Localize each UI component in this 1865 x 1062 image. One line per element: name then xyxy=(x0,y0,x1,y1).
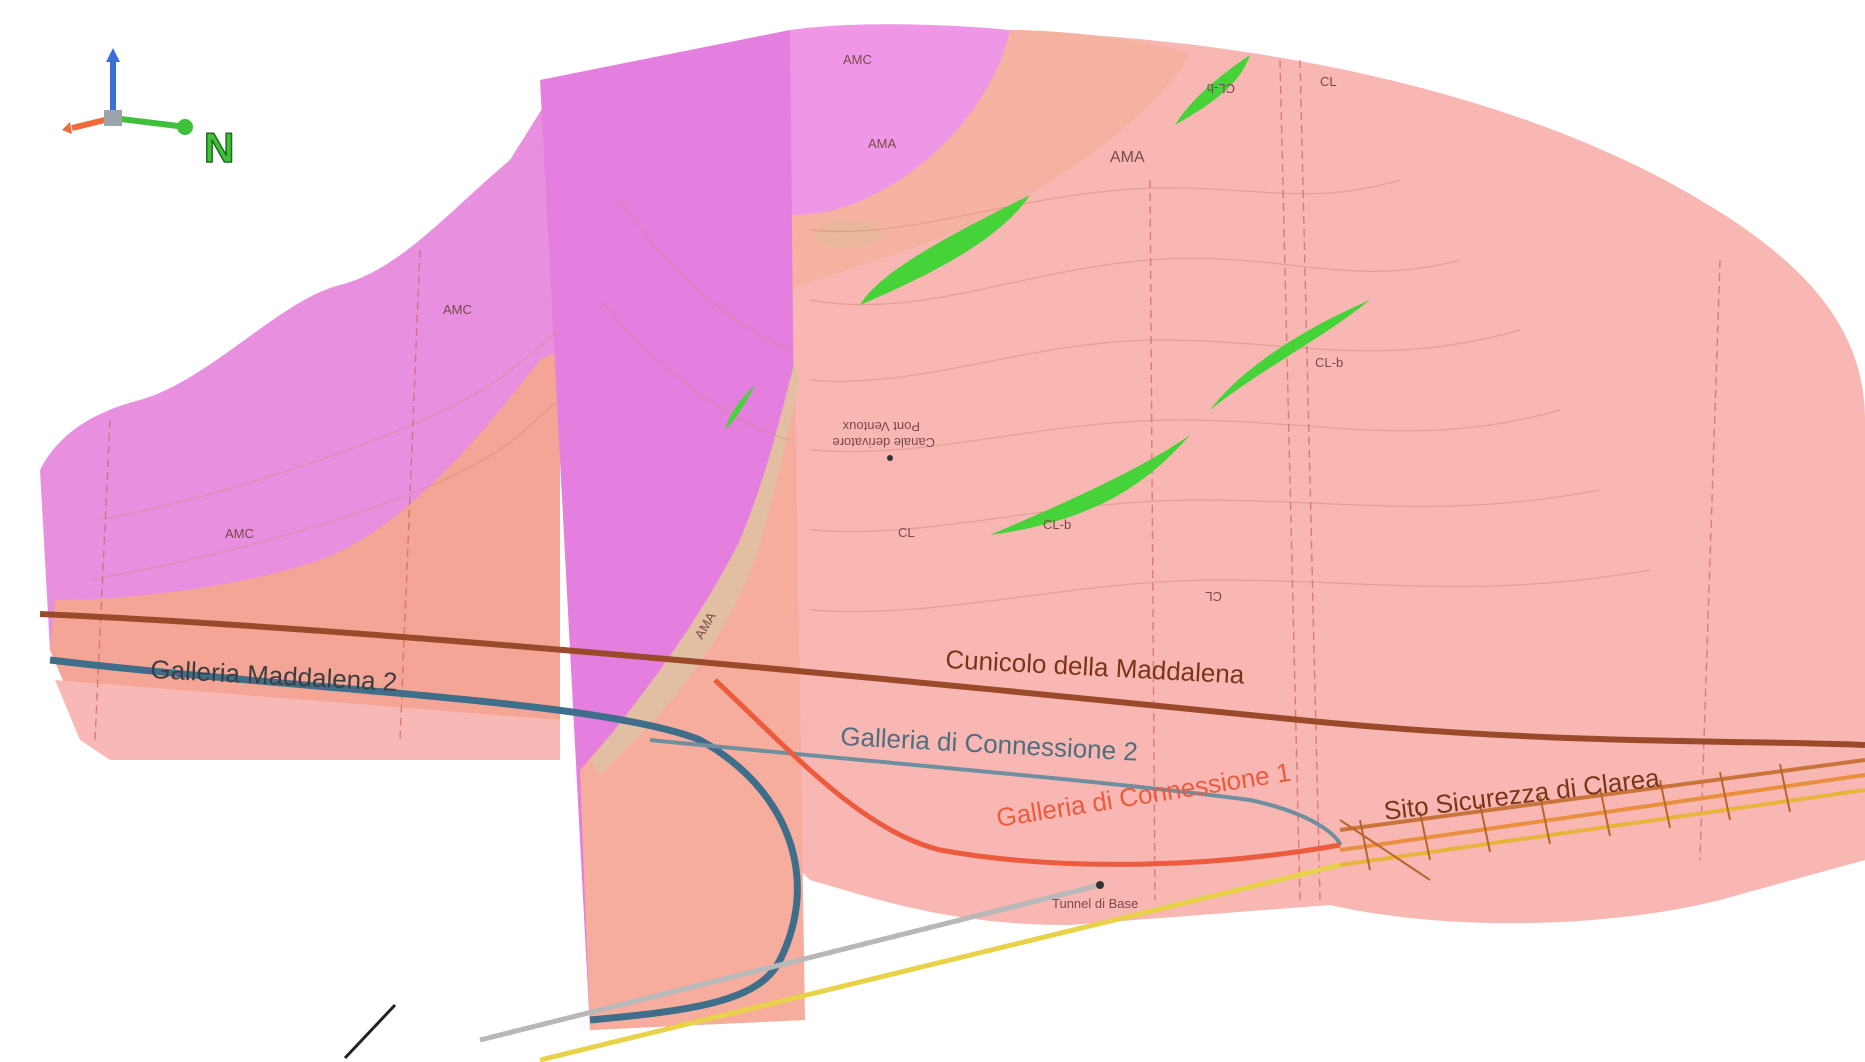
fault-lines xyxy=(94,59,1721,901)
unit-amc-lower: AMC xyxy=(225,526,254,541)
unit-ama-right: AMA xyxy=(1110,149,1145,166)
unit-cl-small: CL xyxy=(1205,589,1222,604)
galleria-maddalena-2-line xyxy=(49,656,801,1024)
lower-pink-band xyxy=(55,680,560,760)
axis-gizmo-icon xyxy=(62,48,193,135)
amc-region-top xyxy=(790,24,1010,215)
canale-line-1: Canale derivatore xyxy=(832,435,935,450)
north-label: N xyxy=(204,124,234,171)
green-lens-right xyxy=(1210,300,1370,410)
rail-ties xyxy=(1339,763,1791,881)
unit-amc-left: AMC xyxy=(443,302,472,317)
unit-amc-top: AMC xyxy=(843,52,872,67)
unit-cl-top: CL xyxy=(1320,74,1337,89)
ama-region-top xyxy=(790,30,1190,290)
galleria-connessione-1-line xyxy=(713,678,1341,867)
scale-stroke xyxy=(343,1003,397,1060)
tunnel-di-base-point xyxy=(1096,881,1104,889)
green-lens-small xyxy=(725,385,755,430)
canale-line-2: Pont Ventoux xyxy=(842,419,920,434)
amc-lower-salmon xyxy=(50,350,560,760)
unit-clb-top: CL-b xyxy=(1207,81,1235,96)
unit-cl-mid: CL xyxy=(898,525,915,540)
cunicolo-della-maddalena-line xyxy=(39,611,1865,748)
unit-clb-right: CL-b xyxy=(1315,355,1343,370)
unit-ama-top: AMA xyxy=(868,136,897,151)
unit-clb-lower: CL-b xyxy=(1043,517,1071,532)
right-geology-panel xyxy=(790,30,1865,926)
label-tunnel-di-base: Tunnel di Base xyxy=(1052,896,1138,911)
tan-pocket xyxy=(815,219,885,248)
canale-annotation: Canale derivatore Pont Ventoux xyxy=(832,419,935,450)
middle-panel-salmon xyxy=(580,370,805,1030)
green-lenses xyxy=(725,55,1370,535)
tunnel-di-base-line xyxy=(539,862,1341,1062)
green-lens-upper-mid xyxy=(860,195,1030,305)
green-lens-top xyxy=(1175,55,1250,125)
tunnel-base-grey-line xyxy=(479,882,1101,1043)
canale-point xyxy=(887,455,893,461)
